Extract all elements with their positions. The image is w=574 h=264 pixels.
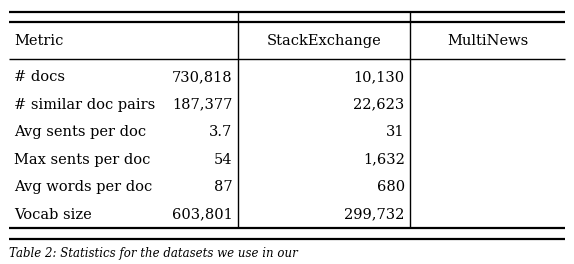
Text: 22,623: 22,623 [354,98,405,112]
Text: Max sents per doc: Max sents per doc [14,153,151,167]
Text: Metric: Metric [14,34,64,48]
Text: 187,377: 187,377 [172,98,232,112]
Text: 603,801: 603,801 [172,208,232,221]
Text: 31: 31 [386,125,405,139]
Text: 3.7: 3.7 [209,125,232,139]
Text: StackExchange: StackExchange [267,34,382,48]
Text: Vocab size: Vocab size [14,208,92,221]
Text: 680: 680 [377,180,405,194]
Text: 10,130: 10,130 [354,70,405,84]
Text: 1,632: 1,632 [363,153,405,167]
Text: Avg words per doc: Avg words per doc [14,180,153,194]
Text: Avg sents per doc: Avg sents per doc [14,125,146,139]
Text: 54: 54 [214,153,232,167]
Text: 299,732: 299,732 [344,208,405,221]
Text: 730,818: 730,818 [172,70,232,84]
Text: MultiNews: MultiNews [447,34,529,48]
Text: 87: 87 [214,180,232,194]
Text: Table 2: Statistics for the datasets we use in our: Table 2: Statistics for the datasets we … [9,247,297,261]
Text: # docs: # docs [14,70,65,84]
Text: # similar doc pairs: # similar doc pairs [14,98,156,112]
